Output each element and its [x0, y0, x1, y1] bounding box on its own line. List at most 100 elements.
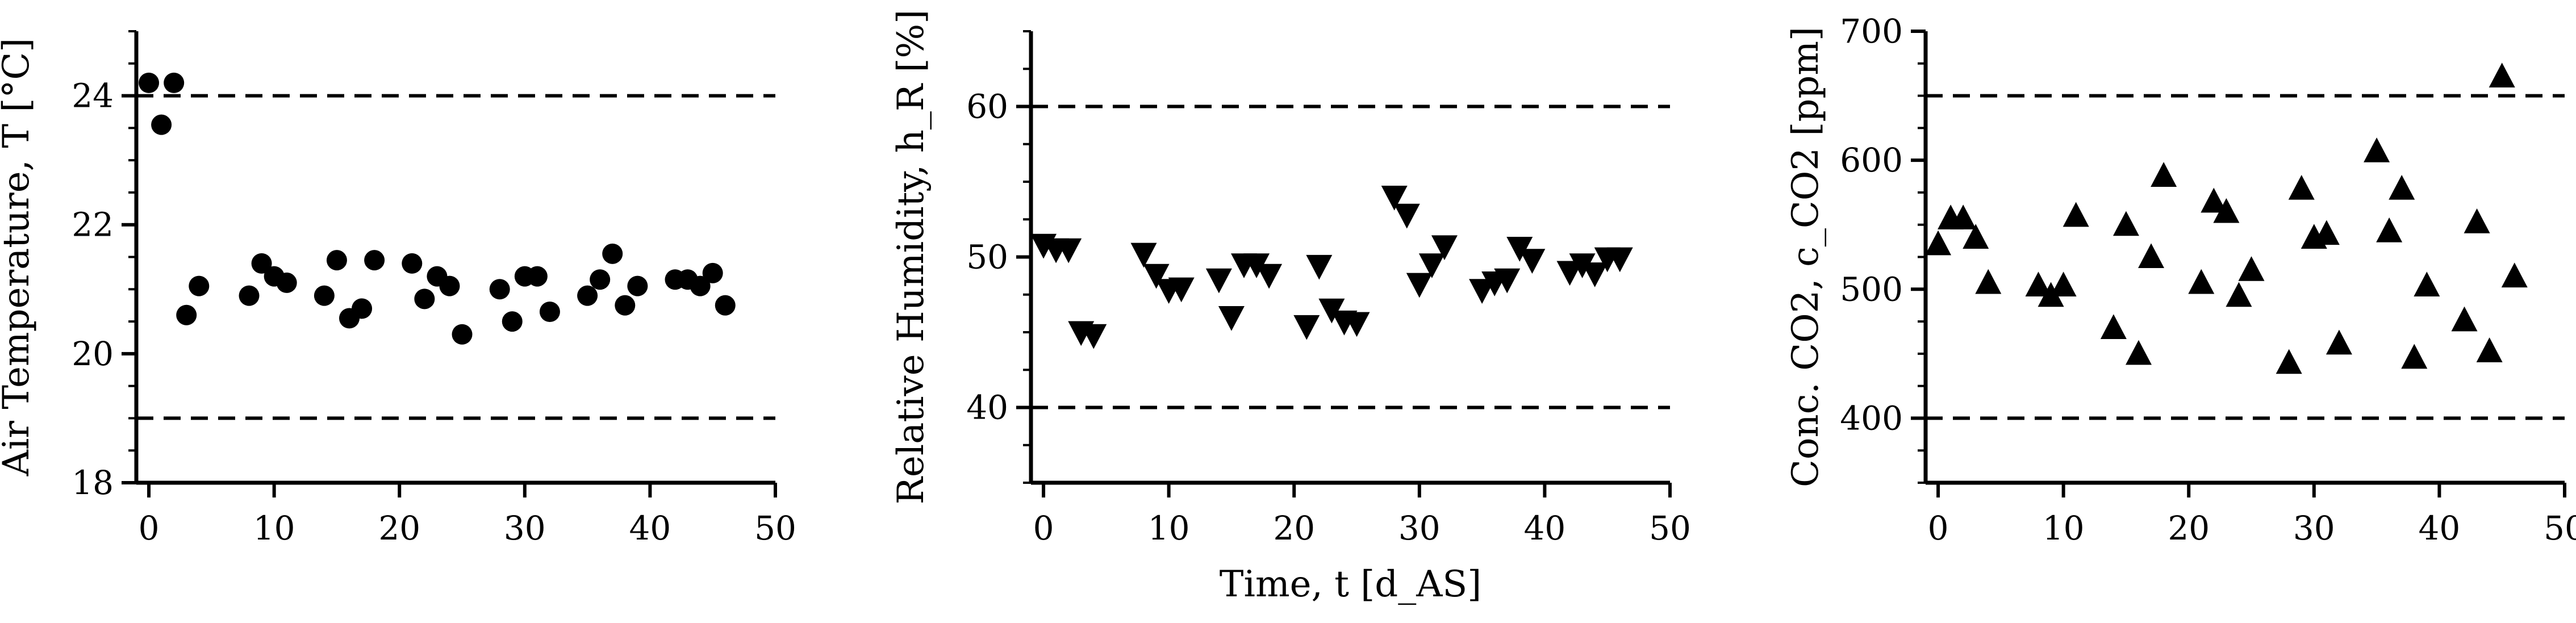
co2-axes [1911, 30, 2566, 497]
data-point [489, 279, 510, 300]
x-tick-label: 20 [378, 509, 420, 547]
data-point [364, 250, 385, 271]
x-tick-label: 30 [504, 509, 546, 547]
data-point [2138, 243, 2165, 269]
y-tick-label: 400 [1840, 399, 1903, 437]
co2-panel: 0 10 20 30 40 50 400 500 600 700 Conc. C… [1785, 12, 2576, 547]
humidity-points [1030, 185, 1633, 349]
data-point [1431, 235, 1458, 261]
data-point [139, 72, 160, 93]
data-point [690, 275, 711, 296]
data-point [1406, 273, 1433, 298]
temperature-points [139, 72, 736, 345]
data-point [1381, 185, 1408, 211]
humidity-panel: 0 10 20 30 40 50 40 50 60 Relative Humid… [890, 10, 1691, 605]
temperature-panel: 0 10 20 30 40 50 18 20 22 24 Air Tempera… [0, 30, 796, 547]
x-tick-label: 50 [2544, 509, 2576, 547]
data-point [1606, 247, 1633, 273]
data-point [2501, 262, 2528, 288]
data-point [251, 253, 272, 274]
humidity-y-axis-title: Relative Humidity, h_R [%] [890, 10, 932, 504]
data-point [1556, 261, 1583, 286]
data-point [164, 72, 185, 93]
data-point [452, 324, 473, 345]
y-tick-label: 18 [72, 463, 114, 502]
data-point [1168, 277, 1195, 303]
co2-y-axis-title: Conc. CO2, c_CO2 [ppm] [1785, 27, 1827, 487]
data-point [527, 266, 548, 287]
data-point [1143, 264, 1170, 289]
data-point [1055, 238, 1082, 264]
data-point [2389, 174, 2415, 200]
data-point [1393, 203, 1420, 229]
data-point [602, 243, 623, 264]
x-tick-label: 0 [1033, 509, 1054, 547]
data-point [276, 272, 297, 293]
data-point [577, 285, 598, 306]
data-point [1343, 312, 1370, 337]
x-tick-label: 10 [2043, 509, 2085, 547]
humidity-x-tick-labels: 0 10 20 30 40 50 [1033, 509, 1691, 547]
y-tick-label: 600 [1840, 141, 1903, 179]
data-point [402, 253, 423, 274]
data-point [2100, 314, 2127, 339]
data-point [2376, 217, 2403, 242]
y-tick-label: 50 [966, 238, 1008, 277]
data-point [1494, 268, 1521, 294]
data-point [1080, 324, 1107, 349]
data-point [2063, 202, 2089, 227]
x-tick-label: 40 [2419, 509, 2461, 547]
data-point [2226, 282, 2252, 307]
data-point [1418, 253, 1445, 278]
x-tick-label: 40 [1524, 509, 1566, 547]
x-tick-label: 50 [754, 509, 796, 547]
data-point [1963, 224, 1989, 249]
y-tick-label: 24 [72, 77, 114, 115]
humidity-threshold-lines [1031, 104, 1670, 409]
x-tick-label: 10 [1148, 509, 1190, 547]
data-point [2364, 137, 2390, 162]
data-point [2476, 337, 2503, 362]
co2-points [1925, 62, 2528, 374]
humidity-axes [1016, 30, 1672, 497]
data-point [2038, 282, 2064, 307]
y-tick-label: 40 [966, 388, 1008, 427]
data-point [151, 114, 172, 135]
data-point [1519, 249, 1546, 274]
data-point [352, 298, 373, 319]
temperature-x-tick-labels: 0 10 20 30 40 50 [139, 509, 796, 547]
data-point [627, 275, 648, 296]
x-tick-label: 30 [2293, 509, 2335, 547]
data-point [2288, 174, 2315, 200]
data-point [1469, 279, 1496, 304]
co2-x-tick-labels: 0 10 20 30 40 50 [1928, 509, 2576, 547]
x-tick-label: 20 [1273, 509, 1315, 547]
temperature-axes [122, 30, 777, 497]
data-point [1293, 315, 1320, 340]
data-point [239, 285, 260, 306]
data-point [2276, 349, 2302, 374]
data-point [1925, 230, 1952, 256]
data-point [715, 295, 736, 316]
y-tick-label: 20 [72, 335, 114, 373]
y-tick-label: 60 [966, 87, 1008, 126]
data-point [2112, 211, 2139, 236]
data-point [2201, 187, 2227, 213]
data-point [326, 250, 347, 271]
data-point [2464, 208, 2490, 233]
data-point [2451, 306, 2478, 332]
data-point [702, 262, 723, 283]
humidity-y-tick-labels: 40 50 60 [966, 87, 1008, 427]
temperature-y-axis-title: Air Temperature, T [°C] [0, 38, 37, 477]
data-point [176, 304, 197, 325]
data-point [1256, 264, 1283, 289]
x-tick-label: 10 [253, 509, 295, 547]
data-point [1569, 253, 1596, 278]
co2-y-tick-labels: 400 500 600 700 [1840, 12, 1903, 437]
data-point [1243, 253, 1270, 278]
data-point [2238, 256, 2265, 281]
data-point [2414, 271, 2440, 297]
data-point [2151, 162, 2177, 187]
data-point [2188, 269, 2215, 294]
